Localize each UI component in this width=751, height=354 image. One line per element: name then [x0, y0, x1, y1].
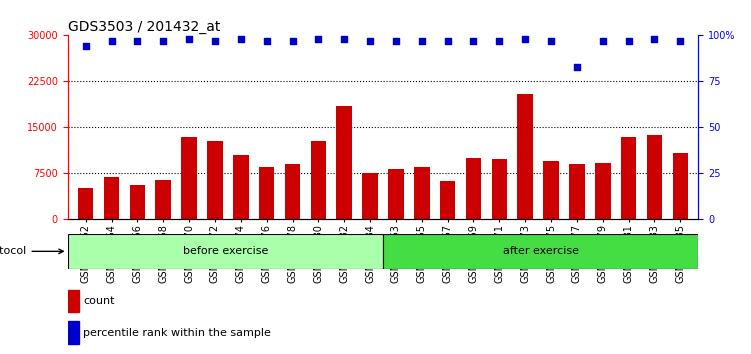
Point: [235, 36, 247, 42]
Point: [648, 36, 660, 42]
Bar: [233, 155, 249, 219]
Point: [183, 36, 195, 42]
Point: [519, 36, 531, 42]
Bar: [673, 153, 688, 219]
Point: [545, 38, 557, 44]
Point: [157, 38, 169, 44]
Point: [312, 36, 324, 42]
Bar: [492, 159, 507, 219]
Bar: [207, 141, 223, 219]
Point: [261, 38, 273, 44]
Bar: [362, 173, 378, 219]
Bar: [68, 234, 383, 269]
Bar: [181, 137, 197, 219]
Bar: [68, 290, 79, 312]
Bar: [311, 141, 326, 219]
Bar: [383, 234, 698, 269]
Bar: [517, 94, 533, 219]
Text: before exercise: before exercise: [182, 246, 268, 256]
Point: [80, 44, 92, 49]
Bar: [647, 135, 662, 219]
Point: [467, 38, 479, 44]
Text: count: count: [83, 296, 115, 306]
Text: protocol: protocol: [0, 246, 63, 256]
Bar: [336, 106, 352, 219]
Bar: [259, 167, 274, 219]
Point: [416, 38, 428, 44]
Point: [209, 38, 221, 44]
Point: [571, 64, 583, 69]
Point: [623, 38, 635, 44]
Point: [493, 38, 505, 44]
Point: [364, 38, 376, 44]
Point: [597, 38, 609, 44]
Point: [287, 38, 299, 44]
Point: [338, 36, 350, 42]
Bar: [155, 180, 171, 219]
Bar: [130, 185, 145, 219]
Bar: [414, 167, 430, 219]
Point: [442, 38, 454, 44]
Bar: [440, 182, 455, 219]
Text: GDS3503 / 201432_at: GDS3503 / 201432_at: [68, 21, 220, 34]
Point: [674, 38, 686, 44]
Bar: [621, 137, 636, 219]
Point: [131, 38, 143, 44]
Point: [390, 38, 402, 44]
Bar: [104, 177, 119, 219]
Bar: [388, 169, 404, 219]
Bar: [285, 164, 300, 219]
Text: percentile rank within the sample: percentile rank within the sample: [83, 328, 271, 338]
Bar: [466, 158, 481, 219]
Bar: [68, 321, 79, 344]
Text: after exercise: after exercise: [502, 246, 579, 256]
Bar: [78, 188, 93, 219]
Point: [106, 38, 118, 44]
Bar: [543, 161, 559, 219]
Bar: [595, 163, 611, 219]
Bar: [569, 164, 585, 219]
